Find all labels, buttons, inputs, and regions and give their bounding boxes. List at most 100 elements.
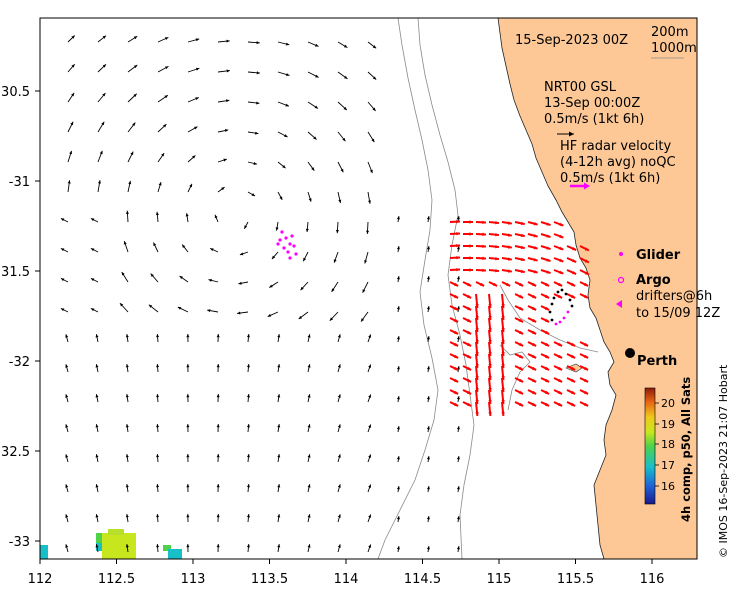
current-arrow <box>337 424 341 433</box>
current-arrow <box>540 305 550 311</box>
model-current-arrows <box>60 35 460 553</box>
current-arrow <box>187 38 200 43</box>
current-arrow <box>67 150 73 163</box>
current-arrow <box>337 101 348 111</box>
current-arrow <box>237 311 249 315</box>
current-arrow <box>157 65 169 73</box>
argo-legend-icon <box>617 276 625 284</box>
current-arrow <box>333 251 339 263</box>
drifter-point <box>276 242 280 246</box>
y-tick-label: 31.5 <box>1 265 30 280</box>
current-arrow <box>449 255 461 260</box>
current-arrow <box>449 365 459 371</box>
current-arrow <box>553 365 563 371</box>
current-arrow <box>181 244 189 253</box>
map-date: 15-Sep-2023 00Z <box>515 33 628 48</box>
argo-legend-label: Argo <box>636 273 671 288</box>
current-arrow <box>456 486 460 493</box>
drifter-point <box>278 238 282 242</box>
current-arrow <box>97 180 101 193</box>
x-tick-label: 113 <box>181 572 206 587</box>
current-arrow <box>475 377 479 393</box>
current-arrow <box>426 486 430 493</box>
current-arrow <box>527 377 537 383</box>
current-arrow <box>65 484 69 493</box>
glider-point <box>548 310 552 314</box>
current-arrow <box>307 514 311 523</box>
current-arrow <box>527 269 538 274</box>
current-arrow <box>527 293 537 299</box>
current-arrow <box>449 243 461 248</box>
current-arrow <box>449 341 459 347</box>
current-arrow <box>97 121 105 133</box>
current-arrow <box>579 293 589 299</box>
current-arrow <box>65 394 69 403</box>
current-arrow <box>337 544 341 553</box>
current-arrow <box>125 484 129 493</box>
current-arrow <box>208 278 219 283</box>
current-arrow <box>514 365 524 371</box>
current-arrow <box>488 256 500 261</box>
current-arrow <box>367 364 372 373</box>
current-arrow <box>396 486 400 493</box>
current-arrow <box>540 293 550 299</box>
current-arrow <box>185 213 189 223</box>
current-arrow <box>307 191 312 202</box>
current-arrow <box>305 221 309 233</box>
current-arrow <box>540 329 550 335</box>
current-arrow <box>475 401 479 417</box>
current-arrow <box>298 311 309 320</box>
current-arrow <box>475 268 487 273</box>
current-arrow <box>121 271 129 283</box>
current-arrow <box>337 71 348 80</box>
current-arrow <box>514 269 525 274</box>
current-arrow <box>553 233 564 239</box>
current-arrow <box>277 161 286 169</box>
current-arrow <box>566 341 576 347</box>
current-arrow <box>527 221 538 226</box>
current-arrow <box>186 363 190 373</box>
current-arrow <box>307 454 311 463</box>
current-arrow <box>456 336 460 343</box>
drifter-point <box>288 242 292 246</box>
current-arrow <box>277 544 281 553</box>
colorbar-tick-label: 18 <box>661 438 675 451</box>
current-arrow <box>462 341 472 347</box>
current-arrow <box>243 221 249 230</box>
current-arrow <box>307 424 311 433</box>
current-arrow <box>302 251 309 262</box>
current-arrow <box>475 317 479 333</box>
current-arrow <box>462 353 472 359</box>
current-arrow <box>216 333 220 343</box>
current-arrow <box>579 257 590 264</box>
current-arrow <box>337 514 341 523</box>
current-arrow <box>462 256 474 260</box>
current-arrow <box>527 233 538 238</box>
current-arrow <box>367 334 372 343</box>
current-arrow <box>186 543 190 553</box>
current-arrow <box>367 41 377 49</box>
drifter-legend-line1: drifters@6h <box>636 289 712 304</box>
current-arrow <box>97 64 107 73</box>
current-arrow <box>553 377 563 383</box>
current-arrow <box>514 293 524 299</box>
current-arrow <box>462 293 472 299</box>
current-arrow <box>97 35 107 43</box>
current-arrow <box>540 377 550 383</box>
radar-avg: (4-12h avg) noQC <box>560 155 676 170</box>
current-arrow <box>579 341 589 347</box>
current-arrow <box>514 329 524 335</box>
model-name: NRT00 GSL <box>544 80 617 95</box>
current-arrow <box>449 317 459 323</box>
current-arrow <box>246 483 250 493</box>
current-arrow <box>277 334 281 343</box>
current-arrow <box>501 269 513 273</box>
drifter-point <box>284 236 288 240</box>
current-arrow <box>514 305 524 311</box>
y-tick-label: 32.5 <box>1 445 30 460</box>
current-arrow <box>150 273 159 283</box>
current-arrow <box>186 483 190 493</box>
current-arrow <box>217 158 227 163</box>
current-arrow <box>187 183 193 193</box>
current-arrow <box>186 453 190 463</box>
